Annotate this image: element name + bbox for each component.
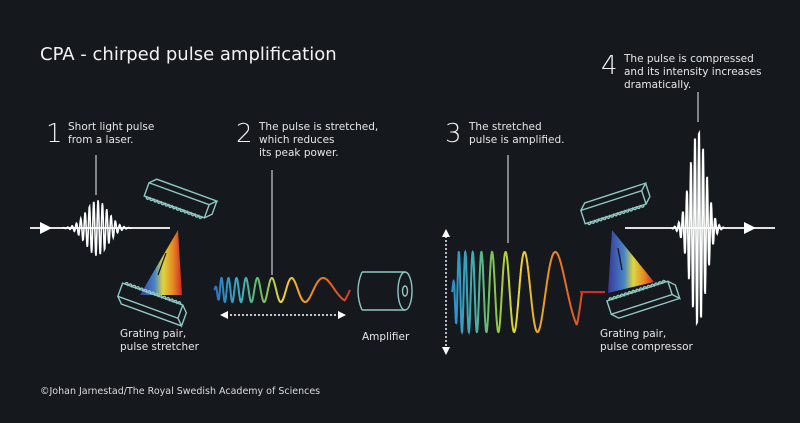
- arrow-right-icon: [744, 222, 756, 234]
- stretcher-label: Grating pair, pulse stretcher: [120, 328, 199, 353]
- step-4-number: 4: [601, 51, 618, 81]
- time-stretch-arrow: [220, 311, 346, 319]
- step-3-number: 3: [445, 119, 462, 149]
- amplifier-label: Amplifier: [362, 331, 410, 343]
- step-1-number: 1: [46, 119, 63, 149]
- stretched-pulse: [213, 276, 351, 304]
- arrow-right-icon: [40, 222, 52, 234]
- step-2-number: 2: [236, 119, 253, 149]
- amplified-pulse: [451, 249, 583, 336]
- grating-pair-stretcher: [116, 178, 219, 328]
- short-pulse: [61, 200, 132, 256]
- step-3-text: The stretched pulse is amplified.: [469, 121, 565, 146]
- compressed-pulse: [671, 129, 725, 327]
- compressor-label: Grating pair, pulse compressor: [600, 328, 693, 353]
- diagram-title: CPA - chirped pulse amplification: [40, 44, 337, 65]
- amplifier-cylinder: [357, 271, 413, 311]
- step-1-text: Short light pulse from a laser.: [68, 121, 155, 146]
- step-4-text: The pulse is compressed and its intensit…: [624, 53, 762, 91]
- grating-pair-compressor: [579, 181, 681, 319]
- amplitude-arrow: [442, 229, 450, 355]
- step-2-text: The pulse is stretched, which reduces it…: [259, 121, 379, 159]
- copyright-credit: ©Johan Jarnestad/The Royal Swedish Acade…: [40, 386, 321, 397]
